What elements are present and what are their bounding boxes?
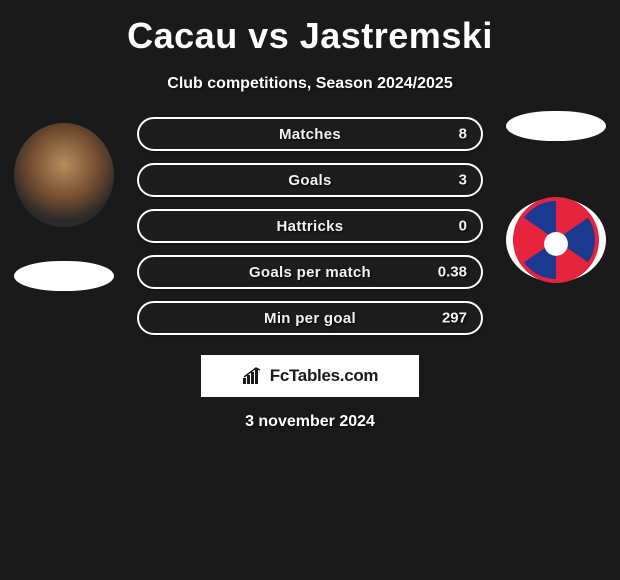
branding-box[interactable]: FcTables.com [201,355,419,397]
stat-row-min-per-goal: Min per goal 297 [137,301,483,335]
stats-column: Matches 8 Goals 3 Hattricks 0 Goals per … [137,115,483,335]
main-row: Matches 8 Goals 3 Hattricks 0 Goals per … [0,115,620,335]
player-left-column [9,115,119,291]
stat-label: Goals per match [249,264,371,281]
stat-row-matches: Matches 8 [137,117,483,151]
stat-row-goals: Goals 3 [137,163,483,197]
stat-row-hattricks: Hattricks 0 [137,209,483,243]
stat-label: Matches [279,126,341,143]
season-subtitle: Club competitions, Season 2024/2025 [167,75,452,93]
stat-label: Min per goal [264,310,356,327]
comparison-date: 3 november 2024 [245,413,375,431]
stat-right-value: 0.38 [438,264,467,281]
club-badge-icon [513,197,599,283]
page-title: Cacau vs Jastremski [127,15,493,57]
stat-right-value: 0 [459,218,467,235]
stat-row-goals-per-match: Goals per match 0.38 [137,255,483,289]
player-right-club-badge [506,198,606,282]
comparison-card: Cacau vs Jastremski Club competitions, S… [0,0,620,441]
branding-text: FcTables.com [270,366,379,386]
stat-right-value: 3 [459,172,467,189]
stat-label: Goals [288,172,331,189]
stat-right-value: 8 [459,126,467,143]
stat-right-value: 297 [442,310,467,327]
player-right-flag [506,111,606,141]
player-right-column [501,115,611,282]
player-left-flag [14,261,114,291]
player-left-avatar [14,123,114,227]
stat-label: Hattricks [277,218,344,235]
bar-chart-icon [242,367,264,385]
